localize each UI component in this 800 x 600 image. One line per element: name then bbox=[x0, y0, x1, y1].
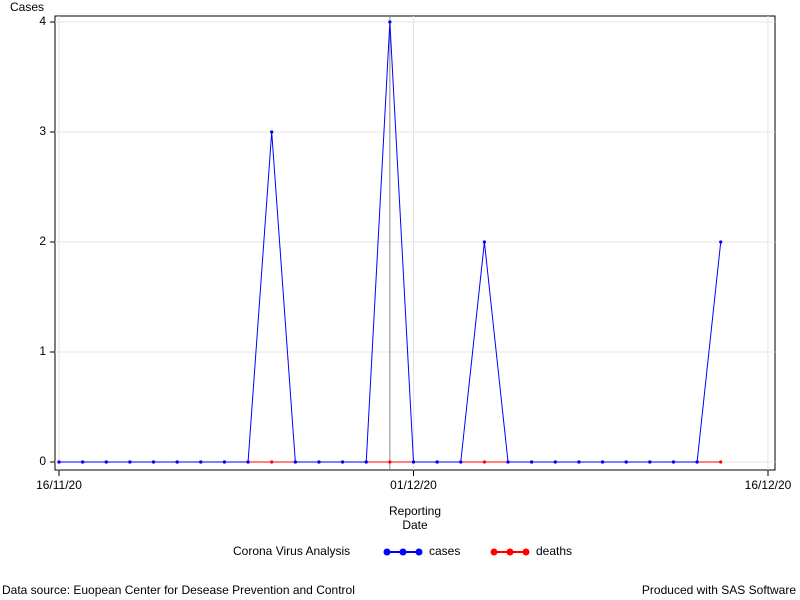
point bbox=[459, 460, 463, 464]
legend-label: deaths bbox=[536, 544, 572, 558]
point bbox=[695, 460, 699, 464]
footnote: Produced with SAS Software bbox=[642, 583, 796, 597]
y-tick-label: 3 bbox=[39, 124, 46, 138]
legend-marker bbox=[506, 548, 514, 556]
point bbox=[577, 460, 581, 464]
point bbox=[671, 460, 676, 464]
point bbox=[57, 460, 61, 464]
x-tick-label: 16/11/20 bbox=[36, 478, 82, 492]
legend-label: cases bbox=[429, 544, 460, 558]
point bbox=[624, 460, 628, 464]
plot-frame bbox=[54, 15, 776, 471]
point bbox=[270, 130, 274, 134]
y-tick-label: 1 bbox=[39, 344, 46, 358]
point bbox=[388, 20, 392, 24]
legend-marker bbox=[415, 548, 423, 556]
point bbox=[81, 460, 85, 464]
point bbox=[317, 460, 321, 464]
point bbox=[648, 460, 652, 464]
point bbox=[719, 240, 723, 244]
y-tick-label: 4 bbox=[39, 14, 46, 28]
point bbox=[388, 460, 392, 464]
x-tick-label: 16/12/20 bbox=[745, 478, 792, 492]
point bbox=[506, 460, 510, 464]
y-tick-label: 0 bbox=[39, 454, 46, 468]
x-axis-label: Reporting Date bbox=[388, 504, 442, 532]
legend-marker bbox=[399, 548, 407, 556]
point bbox=[364, 460, 368, 464]
point bbox=[199, 460, 203, 464]
point bbox=[719, 460, 723, 464]
point bbox=[482, 460, 486, 464]
point bbox=[435, 460, 439, 464]
legend-marker bbox=[522, 548, 530, 556]
point bbox=[270, 460, 274, 464]
point bbox=[151, 460, 156, 464]
y-axis-label: Cases bbox=[10, 0, 44, 14]
point bbox=[128, 460, 132, 464]
point bbox=[222, 460, 227, 464]
point bbox=[175, 460, 179, 464]
footnote: Data source: Euopean Center for Desease … bbox=[2, 583, 355, 597]
point bbox=[341, 460, 345, 464]
point bbox=[104, 460, 108, 464]
point bbox=[411, 460, 416, 464]
legend-title: Corona Virus Analysis bbox=[233, 544, 350, 558]
point bbox=[530, 460, 534, 464]
point bbox=[553, 460, 557, 464]
x-tick-label: 01/12/20 bbox=[390, 478, 437, 492]
point bbox=[600, 460, 605, 464]
y-tick-label: 2 bbox=[39, 234, 46, 248]
point bbox=[246, 460, 250, 464]
point bbox=[293, 460, 297, 464]
legend-marker bbox=[383, 548, 391, 556]
point bbox=[482, 240, 486, 244]
legend-marker bbox=[490, 548, 498, 556]
